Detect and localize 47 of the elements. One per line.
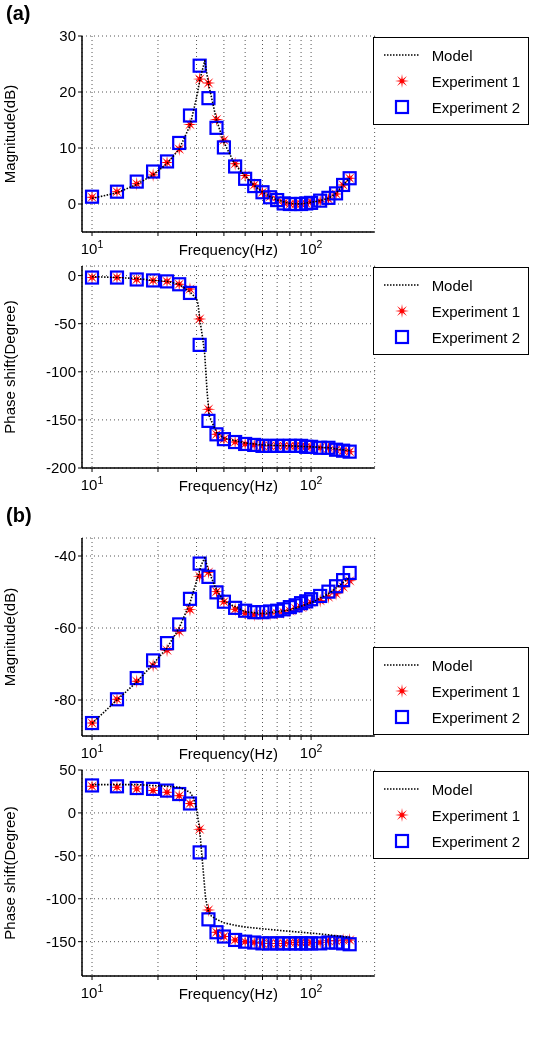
chart-title: (b) xyxy=(5,504,33,528)
y-tick-label: 30 xyxy=(59,27,76,45)
legend-label: Experiment 2 xyxy=(431,98,520,116)
y-tick-label: 10 xyxy=(59,139,76,157)
legend-label: Model xyxy=(431,46,473,64)
x-tick-label: 10$^{2}$ xyxy=(299,982,323,1001)
legend-label: Experiment 2 xyxy=(431,328,520,346)
legend-label: Experiment 1 xyxy=(431,302,520,320)
y-tick-label: 50 xyxy=(59,761,76,779)
x-axis-title: Frequency(Hz) xyxy=(178,241,278,258)
x-axis-title: Frequency(Hz) xyxy=(178,985,278,1002)
y-tick-label: -60 xyxy=(54,619,76,637)
x-tick-label: 10$^{2}$ xyxy=(299,238,323,257)
x-tick-label: 10$^{1}$ xyxy=(80,238,104,257)
legend-label: Experiment 1 xyxy=(431,806,520,824)
x-tick-label: 10$^{2}$ xyxy=(299,474,323,493)
y-tick-label: -50 xyxy=(54,847,76,865)
y-tick-label: 0 xyxy=(67,195,76,213)
y-tick-label: 0 xyxy=(67,804,76,822)
legend-label: Model xyxy=(431,780,473,798)
x-axis-title: Frequency(Hz) xyxy=(178,745,278,762)
y-tick-label: 0 xyxy=(67,266,76,284)
legend-label: Experiment 1 xyxy=(431,682,520,700)
y-tick-label: -150 xyxy=(45,411,76,429)
y-axis-title: Magnitude(dB) xyxy=(1,587,19,687)
x-tick-label: 10$^{1}$ xyxy=(80,474,104,493)
y-tick-label: -150 xyxy=(45,932,76,950)
x-tick-label: 10$^{1}$ xyxy=(80,982,104,1001)
y-tick-label: -100 xyxy=(45,890,76,908)
legend-label: Experiment 2 xyxy=(431,708,520,726)
legend-label: Model xyxy=(431,276,473,294)
y-tick-label: -200 xyxy=(45,459,76,477)
y-tick-label: -50 xyxy=(54,315,76,333)
x-tick-label: 10$^{1}$ xyxy=(80,742,104,761)
legend-label: Experiment 1 xyxy=(431,72,520,90)
legend-label: Model xyxy=(431,656,473,674)
y-tick-label: -40 xyxy=(54,547,76,565)
y-axis-title: Magnitude(dB) xyxy=(1,84,19,184)
y-axis-title: Phase shift(Degree) xyxy=(1,806,19,940)
y-tick-label: 20 xyxy=(59,83,76,101)
x-tick-label: 10$^{2}$ xyxy=(299,742,323,761)
x-axis-title: Frequency(Hz) xyxy=(178,477,278,494)
y-axis-title: Phase shift(Degree) xyxy=(1,300,19,434)
y-tick-label: -80 xyxy=(54,691,76,709)
legend-label: Experiment 2 xyxy=(431,832,520,850)
y-tick-label: -100 xyxy=(45,363,76,381)
chart-title: (a) xyxy=(5,2,32,26)
